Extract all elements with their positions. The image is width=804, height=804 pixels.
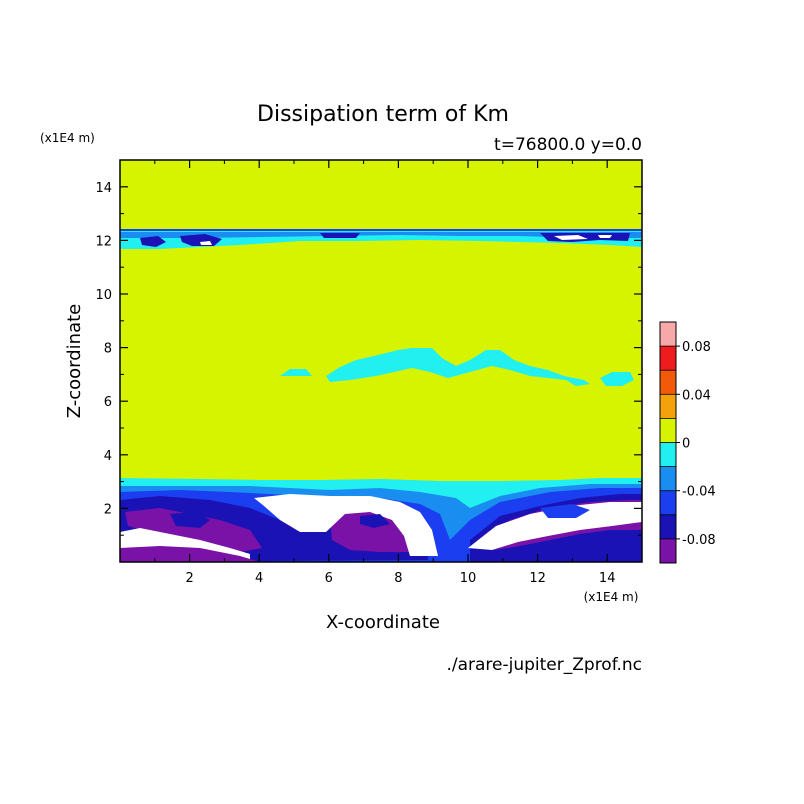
colorbar-swatch: [660, 322, 676, 347]
upper-band-line: [120, 229, 642, 231]
y-axis-label: Z-coordinate: [64, 304, 85, 419]
upper-band-dark-2: [180, 234, 222, 246]
lower-layer-white-3: [468, 502, 642, 550]
upper-band-blue: [120, 232, 642, 238]
x-tick-label: 8: [394, 571, 402, 586]
x-tick-label: 4: [255, 571, 263, 586]
lower-layer-dark-spot-2: [360, 514, 390, 528]
colorbar-swatch: [660, 466, 676, 491]
x-tick-label: 6: [325, 571, 333, 586]
mid-patch-2: [326, 348, 590, 386]
y-tick-label: 12: [95, 234, 112, 249]
x-unit-label: (x1E4 m): [584, 590, 639, 604]
colorbar-tick-label: 0.08: [682, 340, 711, 355]
colorbar-swatch: [660, 418, 676, 443]
colorbar-tick-label: -0.08: [682, 533, 716, 548]
colorbar-swatch: [660, 514, 676, 539]
x-tick-label: 12: [529, 571, 546, 586]
mid-patch-3: [600, 372, 634, 386]
y-tick-label: 10: [95, 288, 112, 303]
y-axis: 2 4 6 8 10 12 14: [95, 181, 642, 536]
chart-subtitle: t=76800.0 y=0.0: [494, 135, 642, 155]
y-tick-label: 8: [104, 342, 112, 357]
lower-layer-dark-spot-1: [170, 512, 210, 528]
chart-title: Dissipation term of Km: [257, 102, 509, 127]
lower-layer-white-2: [254, 494, 438, 556]
upper-band-dark-3: [320, 233, 360, 238]
upper-band-white-1: [554, 235, 588, 240]
colorbar-swatch: [660, 394, 676, 419]
colorbar-swatch: [660, 490, 676, 515]
colorbar-tick-label: 0.04: [682, 388, 711, 403]
y-tick-label: 14: [95, 181, 112, 196]
y-tick-label: 2: [104, 502, 112, 517]
x-tick-label: 14: [599, 571, 616, 586]
colorbar: 0.08 0.04 0 -0.04 -0.08: [659, 321, 716, 564]
x-axis: 2 4 6 8 10 12 14: [154, 160, 616, 586]
x-axis-label: X-coordinate: [326, 612, 440, 633]
lower-layer-purple-1: [125, 508, 262, 552]
x-tick-label: 2: [185, 571, 193, 586]
plot-area: [120, 160, 642, 562]
mid-patch-1: [280, 369, 312, 376]
colorbar-swatch: [660, 346, 676, 371]
colorbar-swatch: [660, 538, 676, 563]
y-unit-label: (x1E4 m): [40, 131, 95, 145]
colorbar-tick-label: 0: [682, 437, 690, 452]
colorbar-swatch: [660, 442, 676, 467]
x-tick-label: 10: [460, 571, 477, 586]
upper-band-dark-1: [140, 236, 166, 247]
y-tick-label: 4: [104, 449, 112, 464]
colorbar-swatch: [660, 370, 676, 395]
plot-frame: [119, 159, 643, 563]
lower-layer-blue-spot: [540, 504, 590, 518]
y-tick-label: 6: [104, 395, 112, 410]
source-filename: ./arare-jupiter_Zprof.nc: [446, 655, 642, 675]
colorbar-tick-label: -0.04: [682, 485, 716, 500]
upper-band-white-3: [200, 241, 212, 245]
upper-band-white-2: [598, 235, 612, 238]
